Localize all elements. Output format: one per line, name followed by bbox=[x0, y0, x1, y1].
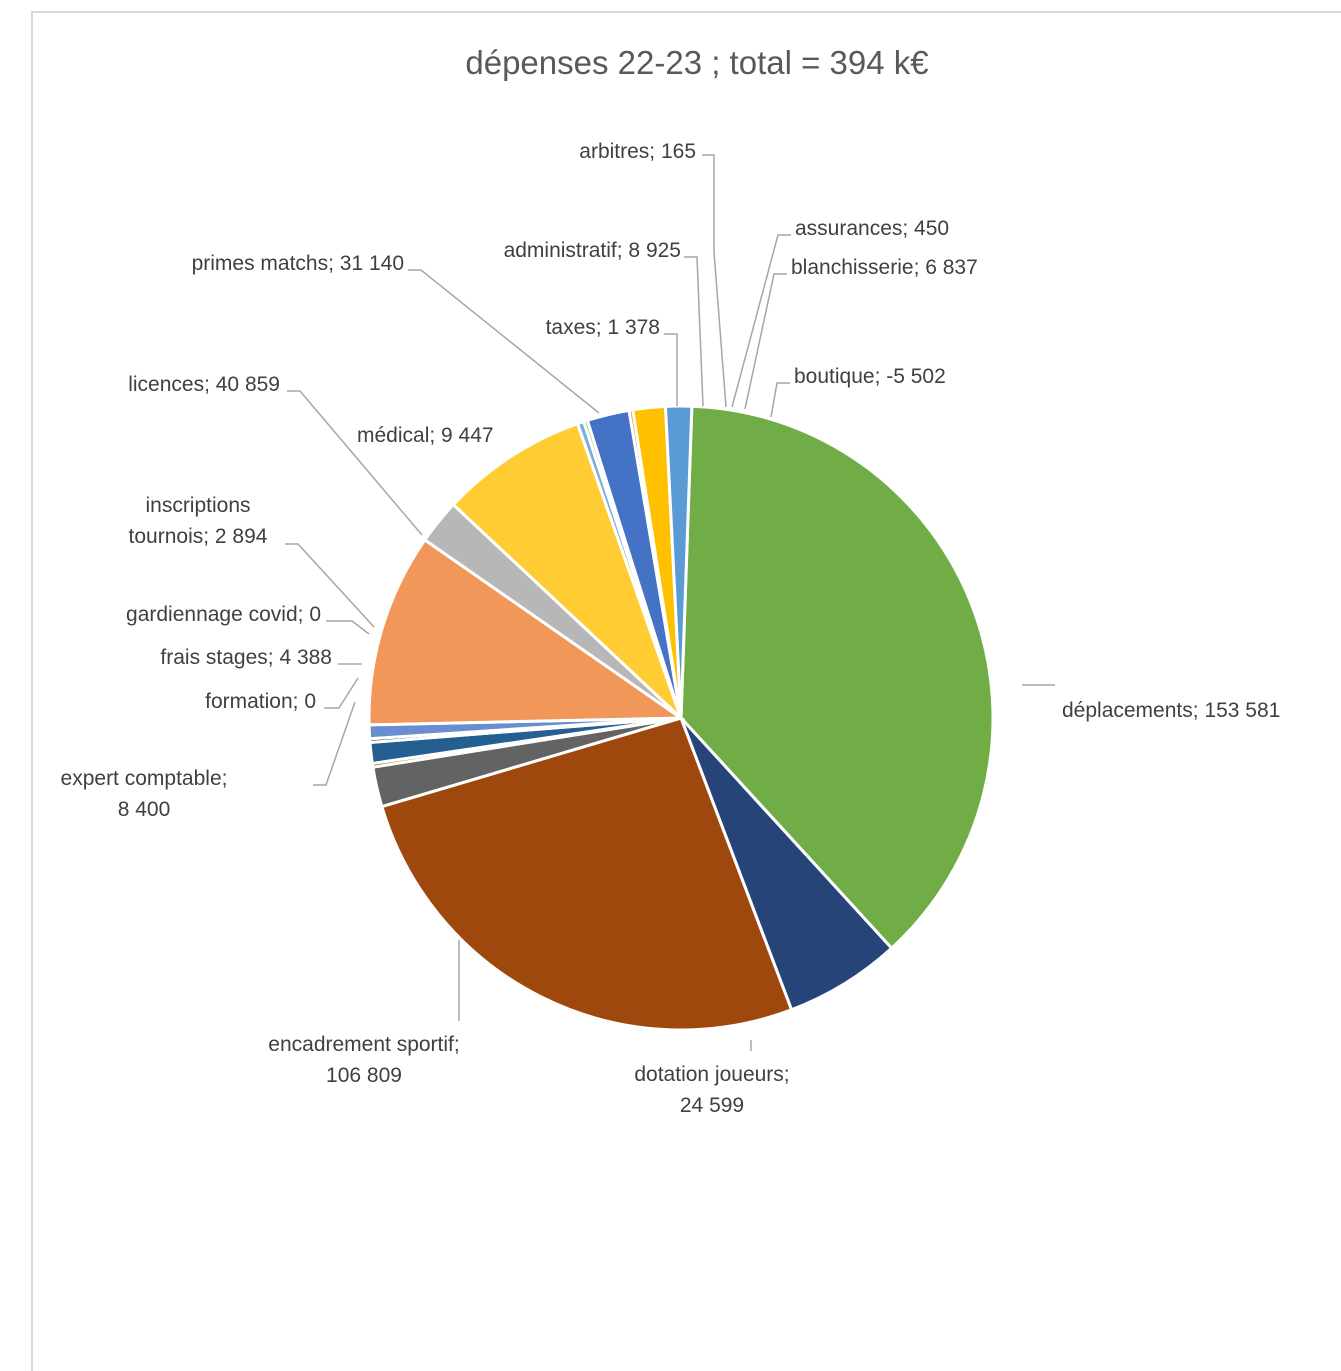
data-label-assurances: assurances; 450 bbox=[795, 217, 949, 240]
slice-dotation-joueurs bbox=[679, 716, 894, 1012]
leader-line-taxes bbox=[664, 333, 678, 406]
leader-line-formation bbox=[324, 677, 359, 709]
leader-line-expert-comptable bbox=[313, 701, 356, 786]
data-label-deplacements: déplacements; 153 581 bbox=[1062, 699, 1280, 722]
leader-line-boutique bbox=[770, 382, 790, 418]
leader-line-licences bbox=[287, 390, 423, 536]
leader-line-inscriptions-tournois bbox=[285, 543, 375, 628]
data-label-encadrement-sportif: encadrement sportif; 106 809 bbox=[268, 1033, 459, 1087]
data-label-primes-matchs: primes matchs; 31 140 bbox=[192, 252, 404, 275]
chart-title: dépenses 22-23 ; total = 394 k€ bbox=[465, 44, 928, 81]
pie-slices bbox=[367, 404, 995, 1032]
data-label-frais-stages: frais stages; 4 388 bbox=[160, 646, 332, 669]
slice-primes-matchs bbox=[451, 421, 683, 720]
leader-line-assurances bbox=[731, 234, 791, 408]
leader-lines bbox=[285, 154, 1055, 1051]
data-label-formation: formation; 0 bbox=[205, 690, 316, 713]
slice-deplacements bbox=[679, 404, 995, 951]
data-label-medical: médical; 9 447 bbox=[357, 424, 494, 447]
data-label-licences: licences; 40 859 bbox=[128, 373, 280, 396]
data-label-blanchisserie: blanchisserie; 6 837 bbox=[791, 256, 978, 279]
leader-line-primes-matchs bbox=[408, 269, 600, 414]
data-label-arbitres: arbitres; 165 bbox=[579, 140, 696, 163]
slice-encadrement-sportif bbox=[379, 716, 794, 1032]
data-label-taxes: taxes; 1 378 bbox=[546, 316, 660, 339]
data-label-inscriptions-tournois: inscriptions tournois; 2 894 bbox=[129, 494, 268, 548]
leader-line-arbitres bbox=[702, 154, 727, 408]
leader-line-gardiennage-covid bbox=[326, 620, 370, 635]
data-label-administratif: administratif; 8 925 bbox=[504, 239, 681, 262]
data-label-gardiennage-covid: gardiennage covid; 0 bbox=[126, 603, 321, 626]
leader-line-administratif bbox=[684, 256, 704, 407]
slice-licences bbox=[367, 537, 686, 727]
leader-line-blanchisserie bbox=[744, 273, 787, 410]
slice-boutique bbox=[663, 404, 694, 719]
data-label-boutique: boutique; -5 502 bbox=[794, 365, 946, 388]
data-label-expert-comptable: expert comptable; 8 400 bbox=[61, 767, 228, 821]
data-labels: déplacements; 153 581 dotation joueurs; 24… bbox=[61, 140, 1281, 1117]
data-label-dotation-joueurs: dotation joueurs; 24 599 bbox=[634, 1063, 789, 1117]
